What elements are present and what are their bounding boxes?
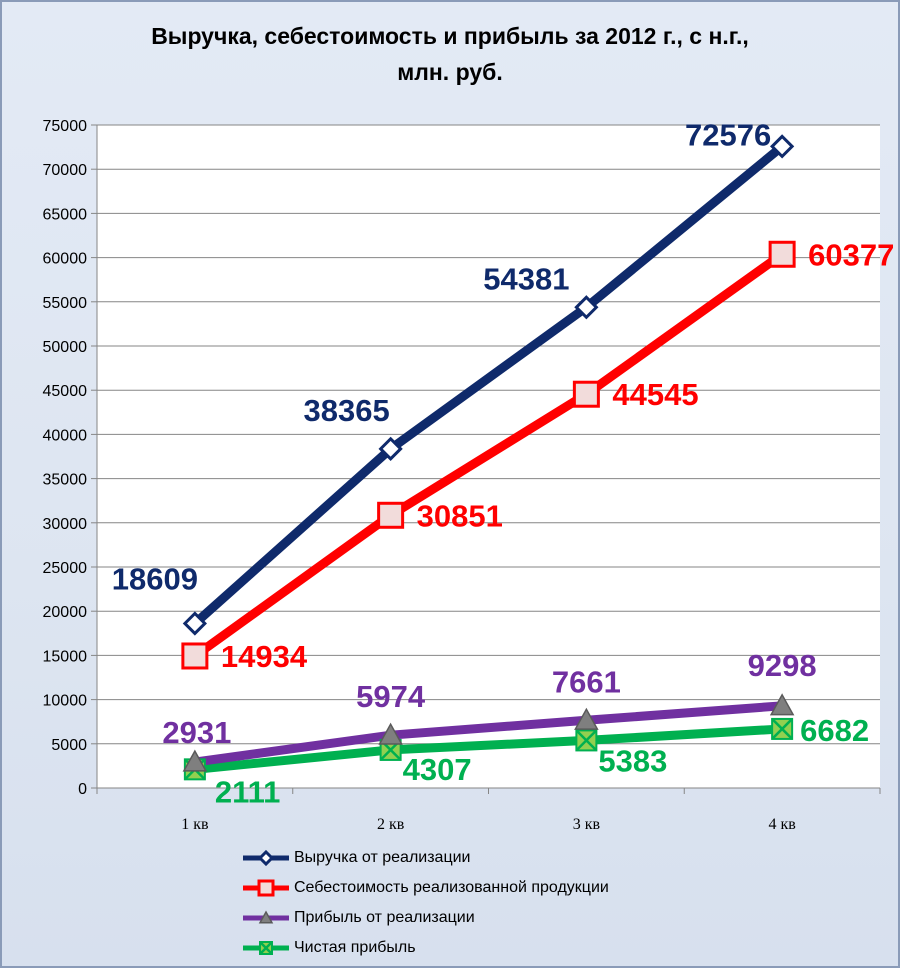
chart-legend: Выручка от реализации Себестоимость реали… [240,843,609,963]
x-tick-label: 4 кв [768,816,796,833]
data-label: 2111 [215,774,281,809]
legend-label: Прибыль от реализации [294,909,475,926]
series-line [190,701,787,767]
data-label: 5974 [356,679,426,714]
chart-title-line-2: млн. руб. [397,59,503,85]
square-marker [181,642,209,670]
data-point [258,910,274,924]
x-marker-stroke [771,718,794,740]
y-tick-label: 60000 [43,251,88,268]
y-tick-label: 30000 [43,516,88,533]
diamond-marker [257,849,275,867]
square-marker [257,879,275,897]
legend-swatch [243,941,289,955]
data-label: 60377 [808,237,894,272]
data-point [771,717,794,740]
y-tick-label: 40000 [43,427,88,444]
diamond-marker [574,295,599,320]
y-tick-label: 35000 [43,472,88,489]
legend-item: Чистая прибыль [240,933,609,963]
legend-item: Себестоимость реализованной продукции [240,873,609,903]
y-tick-label: 0 [78,781,87,798]
data-point [257,849,275,867]
x-tick-label: 2 кв [377,816,405,833]
legend-swatch [243,910,289,924]
data-label: 7661 [552,664,621,699]
data-label: 72576 [685,117,771,152]
y-tick-label: 10000 [43,693,88,710]
y-tick-label: 70000 [43,162,88,179]
legend-swatch [243,879,289,897]
legend-label: Выручка от реализации [294,849,471,866]
data-label: 18609 [112,561,198,596]
y-tick-label: 5000 [51,737,87,754]
data-point [769,693,795,716]
data-point [572,380,600,408]
y-tick-label: 25000 [43,560,88,577]
x-marker-stroke [575,729,598,752]
data-point [377,501,405,529]
square-marker [768,240,796,268]
legend-label: Чистая прибыль [294,939,416,956]
data-point [574,295,599,320]
triangle-marker [574,707,599,730]
data-point [259,941,273,955]
data-label: 4307 [403,752,472,787]
triangle-marker [378,722,403,745]
data-label: 9298 [748,648,817,683]
y-tick-label: 20000 [43,604,88,621]
triangle-marker [769,693,795,716]
data-label: 6682 [800,713,869,748]
chart-title-line-1: Выручка, себестоимость и прибыль за 2012… [151,23,749,49]
data-point [257,879,275,897]
square-marker [377,501,405,529]
legend-label: Себестоимость реализованной продукции [294,879,609,896]
data-point [378,722,403,745]
series-line [190,141,787,628]
data-label: 2931 [162,715,231,750]
data-label: 44545 [612,377,698,412]
diamond-marker [378,436,403,461]
data-label: 38365 [304,393,390,428]
x-marker-stroke [259,941,273,955]
y-tick-label: 45000 [43,383,88,400]
x-tick-label: 1 кв [181,816,209,833]
x-tick-label: 3 кв [573,816,601,833]
series-line [190,249,787,661]
data-point [378,436,403,461]
legend-swatch [243,849,289,867]
data-point [182,749,208,772]
data-point [181,642,209,670]
series-line [190,724,787,774]
y-tick-label: 55000 [43,295,88,312]
y-tick-label: 75000 [43,118,88,135]
chart-title: Выручка, себестоимость и прибыль за 2012… [0,18,900,90]
data-label: 14934 [221,639,308,674]
triangle-marker [182,749,208,772]
legend-item: Выручка от реализации [240,843,609,873]
data-point [770,134,795,159]
data-point [768,240,796,268]
data-label: 30851 [417,498,503,533]
data-point [182,611,207,636]
data-point [575,729,598,752]
diamond-marker [182,611,207,636]
data-label: 5383 [598,743,667,778]
data-point [574,707,599,730]
diamond-marker [770,134,795,159]
data-label: 54381 [483,261,569,296]
triangle-marker [258,910,274,924]
y-tick-label: 15000 [43,648,88,665]
square-marker [572,380,600,408]
legend-item: Прибыль от реализации [240,903,609,933]
y-tick-label: 65000 [43,206,88,223]
y-tick-label: 50000 [43,339,88,356]
